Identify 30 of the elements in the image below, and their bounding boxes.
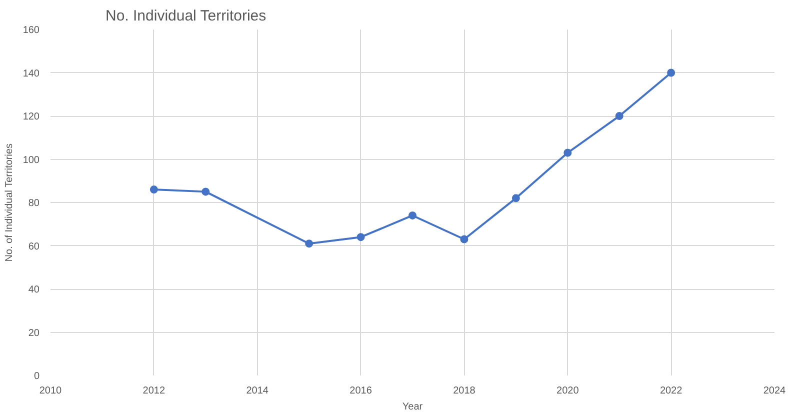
x-tick-label: 2012	[142, 386, 166, 396]
y-axis-title: No. of Individual Territories	[4, 143, 15, 262]
point	[202, 188, 210, 196]
point	[667, 68, 676, 77]
y-tick-label: 100	[22, 154, 40, 166]
point	[460, 235, 468, 244]
y-tick-label: 40	[28, 284, 40, 296]
x-tick-label: 2018	[453, 386, 476, 396]
point	[512, 194, 520, 202]
y-tick-label: 60	[28, 241, 40, 252]
point	[615, 112, 624, 120]
y-tick-label: 120	[22, 112, 40, 122]
y-tick-label: 0	[34, 371, 40, 382]
point	[150, 186, 158, 194]
point	[305, 240, 314, 248]
y-tick-label: 160	[22, 25, 40, 36]
x-tick-label: 2020	[556, 386, 580, 396]
chart-title: No. Individual Territories	[106, 8, 266, 24]
point	[564, 148, 572, 157]
x-axis-title: Year	[402, 402, 424, 412]
y-tick-label: 80	[28, 198, 40, 209]
point	[408, 211, 416, 220]
point	[356, 233, 365, 242]
x-tick-label: 2016	[350, 386, 372, 396]
y-tick-label: 140	[22, 68, 40, 80]
y-tick-label: 20	[28, 328, 40, 339]
x-tick-label: 2024	[763, 386, 786, 396]
x-tick-label: 2010	[39, 386, 62, 396]
x-tick-label: 2022	[660, 386, 683, 396]
x-tick-label: 2014	[246, 386, 269, 396]
